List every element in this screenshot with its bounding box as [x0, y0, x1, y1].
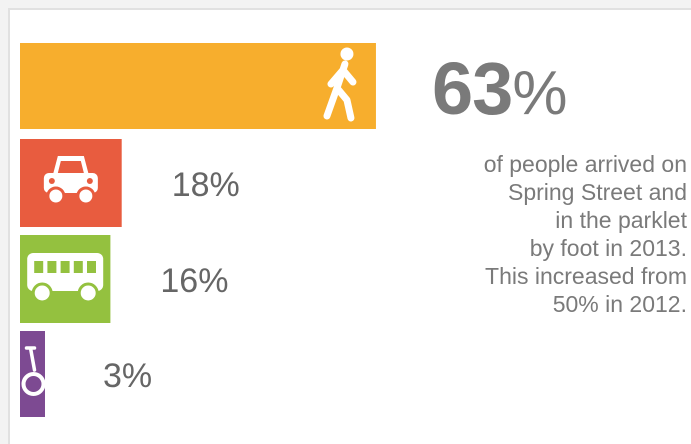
- car-headlight: [48, 178, 55, 184]
- bicycle-icon: [21, 346, 46, 396]
- headline-percent-value: 63: [432, 47, 513, 130]
- headline-note: of people arrived on Spring Street and i…: [407, 150, 687, 318]
- note-line: 50% in 2012.: [552, 291, 687, 317]
- bus-wheel: [77, 282, 99, 304]
- bicycle-frame: [24, 346, 37, 372]
- note-line: in the parklet: [555, 207, 687, 233]
- car-icon: [43, 156, 98, 206]
- bus-window: [73, 261, 83, 273]
- bus-window: [34, 261, 44, 273]
- bar-value-label: 3%: [103, 357, 152, 395]
- note-line: Spring Street and: [507, 179, 687, 205]
- note-line: This increased from: [485, 263, 687, 289]
- note-line: of people arrived on: [483, 151, 687, 177]
- bicycle-wheel: [21, 372, 46, 396]
- headline-percent: 63%: [432, 52, 567, 128]
- walking-person-body: [323, 60, 357, 122]
- bar-foot: [20, 43, 376, 129]
- bus-window: [87, 261, 96, 273]
- note-line: by foot in 2013.: [529, 235, 687, 261]
- bus-wheel: [31, 282, 53, 304]
- walking-person-icon: [323, 47, 357, 122]
- car-wheel: [76, 186, 96, 206]
- car-wheel: [46, 186, 66, 206]
- bar-value-label: 18%: [172, 166, 240, 204]
- walking-person-head: [340, 47, 354, 61]
- bus-window: [60, 261, 70, 273]
- bar-value-label: 16%: [160, 262, 228, 300]
- bus-window: [47, 261, 57, 273]
- car-window: [57, 161, 84, 173]
- car-headlight: [86, 178, 93, 184]
- bus-icon: [27, 253, 104, 304]
- headline-percent-sign: %: [512, 59, 567, 128]
